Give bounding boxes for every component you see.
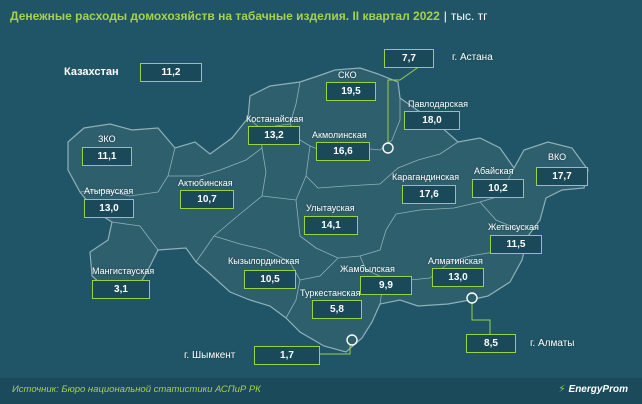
city-label-almaty: г. Алматы [530,338,575,349]
shymkent-marker [346,334,358,346]
total-label: Казахстан [64,66,119,78]
footer: Источник: Бюро национальной статистики А… [0,378,642,404]
unit-label: тыс. тг [450,9,488,23]
region-label-zhetysu: Жетысуская [488,222,539,232]
city-connectors [320,65,491,355]
region-value-sko: 19,5 [326,82,376,101]
almaty-marker [466,292,478,304]
region-label-aktobe: Актюбинская [178,178,233,188]
region-value-ulytau: 14,1 [304,216,358,235]
page-title: Денежные расходы домохозяйств на табачны… [10,9,488,23]
region-value-akmola: 16,6 [316,142,370,161]
region-label-turkestan: Туркестанская [300,288,361,298]
city-label-astana: г. Астана [452,52,493,63]
region-label-kostanay: Костанайская [246,114,304,124]
region-label-abay: Абайская [474,166,514,176]
region-label-akmola: Акмолинская [312,130,367,140]
region-value-zhetysu: 11,5 [490,235,542,254]
astana-marker [382,142,394,154]
region-label-atyrau: Атырауская [84,186,134,196]
region-label-zhambyl: Жамбылская [340,264,395,274]
region-label-vko: ВКО [548,152,567,162]
brand-name: EnergyProm [568,384,628,395]
city-markers [346,142,478,346]
region-value-mangistau: 3,1 [92,280,150,299]
region-label-sko: СКО [338,70,357,80]
region-value-atyrau: 13,0 [84,199,134,218]
region-value-zko: 11,1 [82,147,132,166]
region-value-karaganda: 17,6 [402,185,456,204]
region-value-vko: 17,7 [536,167,588,186]
region-value-kyzylorda: 10,5 [244,270,296,289]
total-value: 11,2 [140,63,202,82]
region-label-mangistau: Мангистауская [92,266,155,276]
region-value-abay: 10,2 [472,179,524,198]
region-label-ulytau: Улытауская [306,203,355,213]
region-value-kostanay: 13,2 [248,126,300,145]
city-value-almaty: 8,5 [466,334,516,353]
city-label-shymkent: г. Шымкент [184,350,236,361]
city-value-shymkent: 1,7 [254,346,320,365]
brand: ⚡ EnergyProm [559,384,629,395]
region-label-karaganda: Карагандинская [392,172,460,182]
region-value-zhambyl: 9,9 [360,276,412,295]
region-value-turkestan: 5,8 [312,300,362,319]
region-value-aktobe: 10,7 [180,190,234,209]
region-label-pavlodar: Павлодарская [408,99,468,109]
region-label-zko: ЗКО [98,134,116,144]
region-value-pavlodar: 18,0 [404,111,460,130]
lightning-bolt-icon: ⚡ [558,384,566,395]
region-label-almaty-region: Алматинская [428,256,483,266]
city-value-astana: 7,7 [384,49,434,68]
region-label-kyzylorda: Кызылординская [228,256,300,266]
region-value-almaty-region: 13,0 [432,268,484,287]
source-text: Источник: Бюро национальной статистики А… [12,384,261,395]
